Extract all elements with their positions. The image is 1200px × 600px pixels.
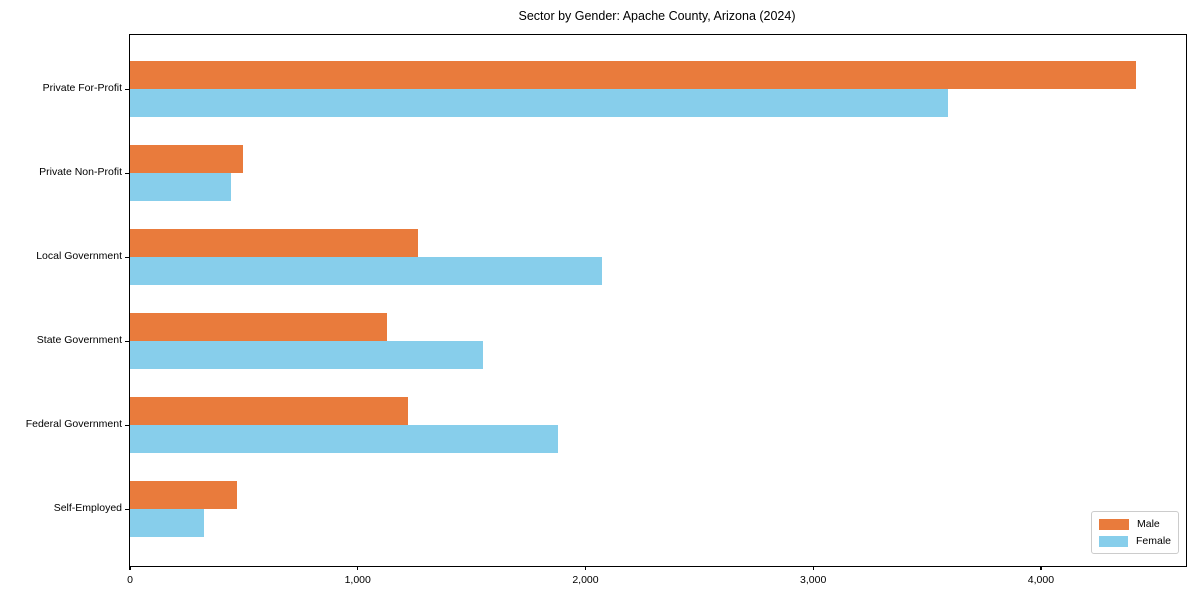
chart-title: Sector by Gender: Apache County, Arizona… bbox=[518, 9, 796, 23]
legend-label-female: Female bbox=[1135, 535, 1171, 547]
bar-male-self-employed bbox=[130, 481, 237, 509]
bar-female-local-government bbox=[130, 257, 602, 285]
legend-item-female: Female bbox=[1099, 535, 1171, 547]
y-tick-self-employed bbox=[125, 508, 129, 510]
y-tick-private-for-profit bbox=[125, 88, 129, 90]
legend-item-male: Male bbox=[1099, 518, 1171, 530]
male-color-swatch bbox=[1099, 518, 1129, 530]
bar-male-local-government bbox=[130, 229, 419, 257]
bar-male-state-government bbox=[130, 313, 387, 341]
x-tick-3000 bbox=[812, 566, 814, 570]
y-tick-state-government bbox=[125, 340, 129, 342]
plot-area: Male Female Private For-Profit Private No… bbox=[26, 34, 1187, 586]
bar-male-federal-government bbox=[130, 397, 408, 425]
x-tick-2000 bbox=[584, 566, 587, 570]
bar-female-state-government bbox=[130, 341, 484, 369]
y-axis-label-local-government: Local Government bbox=[36, 250, 122, 262]
bar-female-federal-government bbox=[130, 425, 559, 453]
y-axis-label-self-employed: Self-Employed bbox=[53, 502, 122, 514]
y-tick-local-government bbox=[125, 256, 129, 258]
x-tick-label-2000: 2,000 bbox=[572, 574, 599, 586]
bar-female-self-employed bbox=[130, 509, 205, 537]
x-tick-label-1000: 1,000 bbox=[344, 574, 371, 586]
bar-female-private-non-profit bbox=[130, 173, 231, 201]
bar-male-private-non-profit bbox=[130, 145, 244, 173]
x-tick-1000 bbox=[357, 566, 359, 570]
bar-female-private-for-profit bbox=[130, 89, 948, 117]
y-axis-label-private-for-profit: Private For-Profit bbox=[42, 82, 122, 94]
y-tick-private-non-profit bbox=[125, 172, 129, 174]
bar-male-private-for-profit bbox=[130, 61, 1136, 89]
x-tick-label-3000: 3,000 bbox=[800, 574, 827, 586]
y-axis-label-private-non-profit: Private Non-Profit bbox=[39, 166, 122, 178]
female-color-swatch bbox=[1099, 535, 1128, 547]
x-tick-label-4000: 4,000 bbox=[1027, 574, 1055, 586]
legend-label-male: Male bbox=[1137, 518, 1160, 530]
x-tick-label-0: 0 bbox=[127, 574, 133, 586]
legend: Male Female bbox=[1091, 511, 1179, 554]
x-tick-4000 bbox=[1040, 566, 1042, 570]
y-axis-label-state-government: State Government bbox=[36, 334, 122, 346]
y-tick-federal-government bbox=[125, 424, 129, 426]
y-axis-label-federal-government: Federal Government bbox=[25, 418, 122, 430]
x-tick-0 bbox=[129, 566, 131, 570]
